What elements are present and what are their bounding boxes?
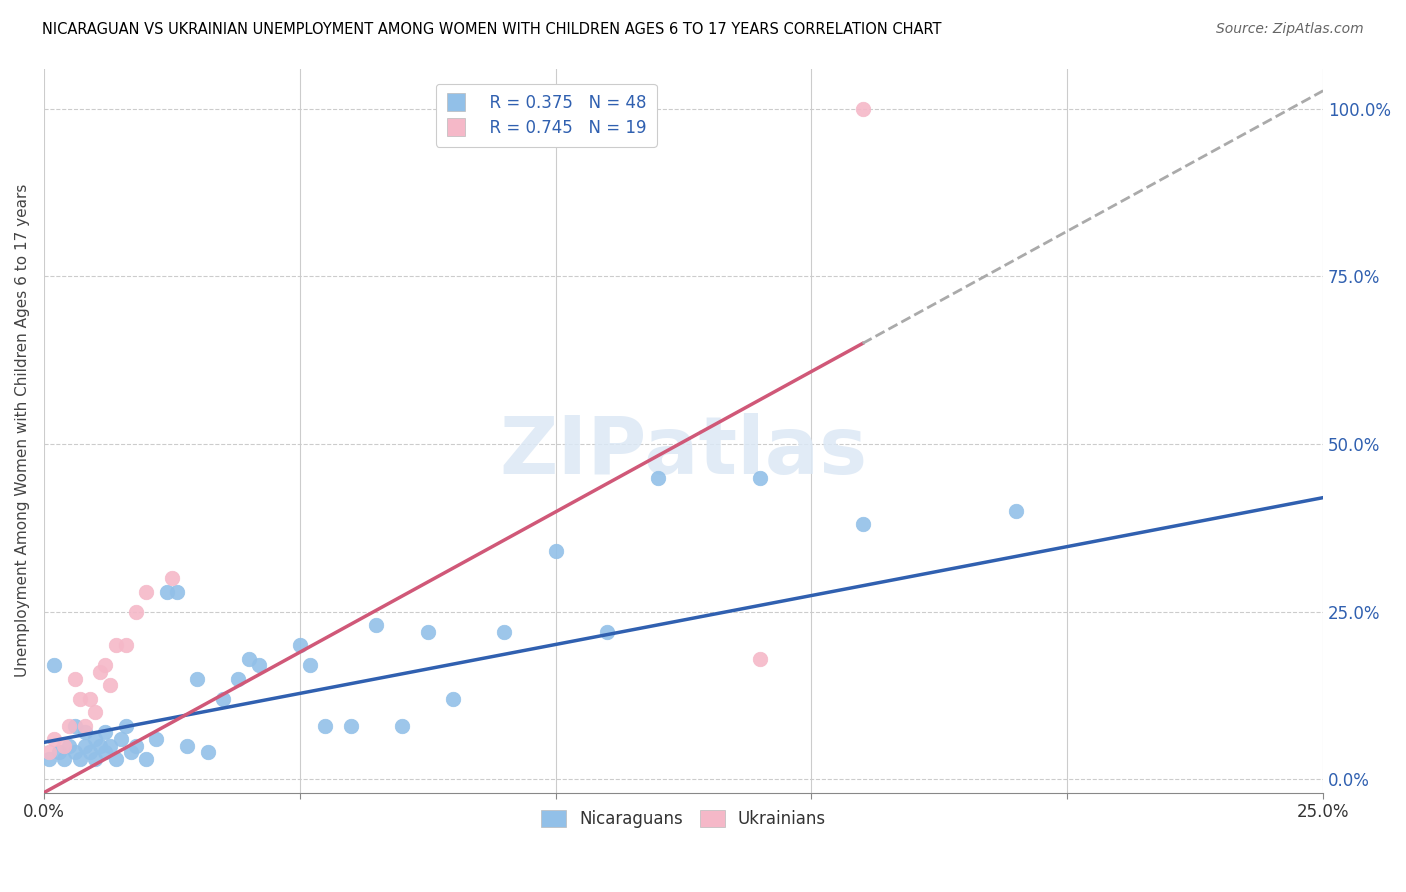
Point (145, 731, 167, 746)
Point (38, 746, 60, 760)
Point (63, 718, 86, 732)
Point (53, 739, 76, 753)
Point (53, 752, 76, 766)
Point (114, 718, 136, 732)
Point (135, 752, 157, 766)
Point (84, 731, 107, 746)
Point (314, 718, 336, 732)
Point (120, 746, 142, 760)
Point (228, 672, 250, 686)
Point (100, 678, 122, 692)
Point (247, 658, 270, 673)
Point (48, 746, 70, 760)
Point (94, 658, 117, 673)
Point (38, 752, 60, 766)
Point (135, 584, 157, 599)
Point (79, 746, 101, 760)
Point (1005, 504, 1028, 518)
Point (89, 665, 111, 679)
Point (298, 658, 321, 673)
Point (156, 584, 179, 599)
Point (366, 618, 388, 632)
Point (89, 739, 111, 753)
Point (391, 718, 413, 732)
Point (238, 651, 260, 665)
Point (749, 470, 772, 484)
Point (73, 739, 96, 753)
Point (73, 725, 96, 739)
Point (852, 517, 875, 532)
Point (42, 658, 65, 673)
Point (160, 571, 183, 585)
Point (288, 638, 311, 652)
Point (494, 624, 516, 639)
Point (110, 731, 132, 746)
Point (73, 718, 96, 732)
Point (596, 624, 619, 639)
Point (340, 718, 363, 732)
Point (647, 470, 669, 484)
Point (749, 651, 772, 665)
Point (94, 746, 117, 760)
Point (104, 752, 127, 766)
Point (63, 672, 86, 686)
Legend: Nicaraguans, Ukrainians: Nicaraguans, Ukrainians (534, 804, 832, 835)
Point (58, 718, 80, 732)
Point (79, 691, 101, 706)
Point (42, 731, 65, 746)
Point (100, 739, 122, 753)
Point (104, 638, 127, 652)
Point (852, 102, 875, 116)
Point (114, 638, 136, 652)
Point (176, 739, 198, 753)
Point (84, 752, 107, 766)
Point (186, 672, 208, 686)
Point (58, 739, 80, 753)
Text: NICARAGUAN VS UKRAINIAN UNEMPLOYMENT AMONG WOMEN WITH CHILDREN AGES 6 TO 17 YEAR: NICARAGUAN VS UKRAINIAN UNEMPLOYMENT AMO… (42, 22, 942, 37)
Point (69, 752, 91, 766)
Point (212, 691, 235, 706)
Point (544, 544, 567, 558)
Point (125, 739, 148, 753)
Point (166, 584, 188, 599)
Point (94, 725, 117, 739)
Y-axis label: Unemployment Among Women with Children Ages 6 to 17 years: Unemployment Among Women with Children A… (15, 184, 30, 677)
Point (84, 705, 107, 719)
Point (69, 691, 91, 706)
Text: Source: ZipAtlas.com: Source: ZipAtlas.com (1216, 22, 1364, 37)
Text: ZIPatlas: ZIPatlas (499, 413, 868, 491)
Point (441, 691, 464, 706)
Point (63, 746, 86, 760)
Point (125, 605, 148, 619)
Point (197, 746, 219, 760)
Point (416, 624, 439, 639)
